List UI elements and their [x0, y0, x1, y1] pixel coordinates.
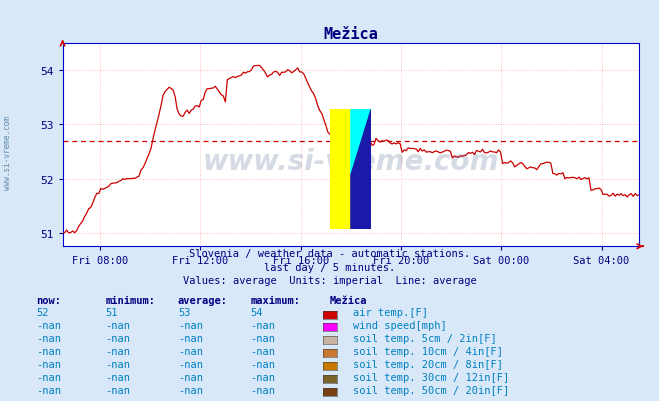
Text: -nan: -nan: [105, 359, 130, 369]
Text: soil temp. 50cm / 20in[F]: soil temp. 50cm / 20in[F]: [353, 385, 509, 395]
Title: Mežica: Mežica: [324, 26, 378, 42]
Text: -nan: -nan: [178, 385, 203, 395]
Text: -nan: -nan: [36, 385, 61, 395]
Text: www.si-vreme.com: www.si-vreme.com: [203, 148, 499, 176]
Text: 51: 51: [105, 308, 118, 318]
Text: 52: 52: [36, 308, 49, 318]
Text: -nan: -nan: [178, 320, 203, 330]
Text: -nan: -nan: [36, 372, 61, 382]
Text: -nan: -nan: [105, 333, 130, 343]
Text: now:: now:: [36, 295, 61, 305]
Text: -nan: -nan: [36, 333, 61, 343]
Text: -nan: -nan: [250, 333, 275, 343]
Text: wind speed[mph]: wind speed[mph]: [353, 320, 446, 330]
Text: -nan: -nan: [178, 359, 203, 369]
Text: 54: 54: [250, 308, 263, 318]
Text: -nan: -nan: [250, 385, 275, 395]
Text: soil temp. 10cm / 4in[F]: soil temp. 10cm / 4in[F]: [353, 346, 503, 356]
Text: -nan: -nan: [178, 346, 203, 356]
Text: -nan: -nan: [36, 346, 61, 356]
Text: -nan: -nan: [105, 385, 130, 395]
Text: -nan: -nan: [36, 359, 61, 369]
Text: soil temp. 30cm / 12in[F]: soil temp. 30cm / 12in[F]: [353, 372, 509, 382]
Text: air temp.[F]: air temp.[F]: [353, 308, 428, 318]
Text: average:: average:: [178, 295, 228, 305]
Text: -nan: -nan: [250, 320, 275, 330]
Text: www.si-vreme.com: www.si-vreme.com: [3, 115, 13, 189]
Text: maximum:: maximum:: [250, 295, 301, 305]
Text: soil temp. 5cm / 2in[F]: soil temp. 5cm / 2in[F]: [353, 333, 496, 343]
Text: Slovenia / weather data - automatic stations.: Slovenia / weather data - automatic stat…: [189, 249, 470, 259]
Text: -nan: -nan: [250, 359, 275, 369]
Text: -nan: -nan: [178, 333, 203, 343]
Text: last day / 5 minutes.: last day / 5 minutes.: [264, 262, 395, 272]
Text: Values: average  Units: imperial  Line: average: Values: average Units: imperial Line: av…: [183, 275, 476, 285]
Text: 53: 53: [178, 308, 190, 318]
Text: -nan: -nan: [250, 372, 275, 382]
Text: -nan: -nan: [36, 320, 61, 330]
Text: Mežica: Mežica: [330, 295, 367, 305]
Text: -nan: -nan: [250, 346, 275, 356]
Polygon shape: [351, 109, 371, 230]
Polygon shape: [351, 109, 371, 176]
Polygon shape: [330, 109, 351, 230]
Text: soil temp. 20cm / 8in[F]: soil temp. 20cm / 8in[F]: [353, 359, 503, 369]
Text: minimum:: minimum:: [105, 295, 156, 305]
Text: -nan: -nan: [105, 320, 130, 330]
Text: -nan: -nan: [105, 346, 130, 356]
Text: -nan: -nan: [105, 372, 130, 382]
Text: -nan: -nan: [178, 372, 203, 382]
